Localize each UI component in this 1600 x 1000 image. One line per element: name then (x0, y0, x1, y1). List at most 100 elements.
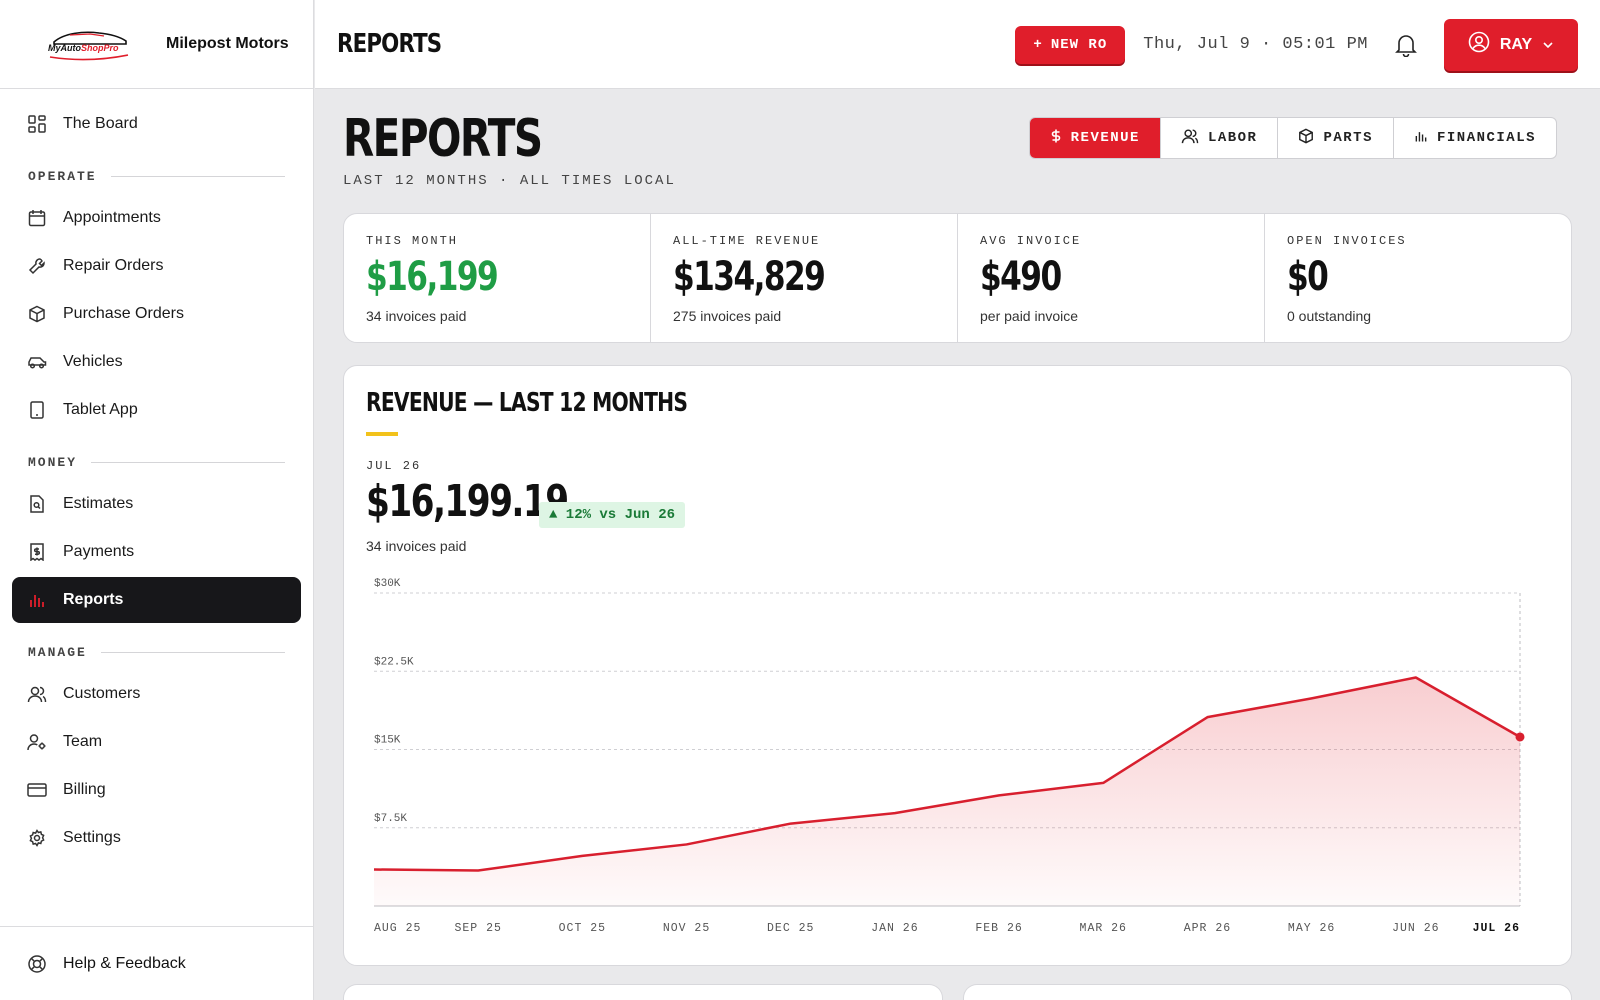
user-name: RAY (1499, 35, 1533, 53)
y-tick-label: $7.5K (374, 813, 407, 825)
kpi-open-invoices: OPEN INVOICES $0 0 outstanding (1264, 214, 1571, 342)
sidebar-item-label: Customers (63, 685, 141, 702)
sidebar-item-label: Tablet App (63, 401, 138, 418)
main-content: REPORTS LAST 12 MONTHS · ALL TIMES LOCAL… (315, 89, 1600, 1000)
app-logo[interactable]: MyAutoShopPro (44, 27, 132, 61)
datetime-display: Thu, Jul 9 · 05:01 PM (1143, 35, 1368, 54)
logo-text: MyAutoShopPro (48, 43, 119, 53)
sidebar-item-billing[interactable]: Billing (12, 767, 301, 813)
users-icon (1181, 128, 1199, 149)
x-tick-label: FEB 26 (975, 922, 1022, 935)
sidebar-item-label: Vehicles (63, 353, 123, 370)
x-tick-label: JAN 26 (871, 922, 918, 935)
delta-badge: ▲ 12% vs Jun 26 (539, 502, 686, 528)
y-tick-label: $30K (374, 578, 401, 590)
bar-chart-icon (27, 590, 47, 610)
sidebar-item-settings[interactable]: Settings (12, 815, 301, 861)
sidebar-item-purchase-orders[interactable]: Purchase Orders (12, 291, 301, 337)
kpi-this-month: THIS MONTH $16,199 34 invoices paid (344, 214, 650, 342)
kpi-label: THIS MONTH (366, 234, 459, 248)
tablet-icon (27, 400, 47, 420)
car-logo-icon (49, 31, 129, 61)
sidebar-item-label: Purchase Orders (63, 305, 184, 322)
sidebar-item-label: Settings (63, 829, 121, 846)
section-manage: MANAGE (28, 635, 285, 669)
sidebar-item-repair-orders[interactable]: Repair Orders (12, 243, 301, 289)
revenue-line (373, 676, 1521, 872)
tab-label: FINANCIALS (1436, 130, 1536, 146)
dollar-icon (1050, 128, 1062, 149)
sidebar-item-customers[interactable]: Customers (12, 671, 301, 717)
user-menu-button[interactable]: RAY (1444, 18, 1578, 71)
sidebar-item-reports[interactable]: Reports (12, 577, 301, 623)
new-ro-button[interactable]: + NEW RO (1015, 25, 1126, 64)
section-money: MONEY (28, 445, 285, 479)
sidebar-item-label: Estimates (63, 495, 134, 512)
revenue-area (374, 677, 1520, 906)
x-tick-label: MAR 26 (1080, 922, 1127, 935)
revenue-line-chart[interactable]: $7.5K $15K $22.5K $30K AUG 25 SEP 25 OCT 25 NO… (344, 566, 1573, 956)
box-icon (27, 304, 47, 324)
sidebar-nav: The Board OPERATE Appointments Repair Or… (0, 89, 313, 861)
help-feedback-link[interactable]: Help & Feedback (0, 926, 313, 1000)
tab-financials[interactable]: FINANCIALS (1392, 118, 1556, 158)
x-tick-label: DEC 25 (767, 922, 814, 935)
kpi-sub: 0 outstanding (1287, 308, 1372, 324)
car-icon (27, 352, 47, 372)
kpi-sub: 34 invoices paid (366, 308, 467, 324)
document-search-icon (27, 494, 47, 514)
kpi-sub: 275 invoices paid (673, 308, 782, 324)
sidebar-item-label: Team (63, 733, 103, 750)
tab-parts[interactable]: PARTS (1277, 118, 1393, 158)
revenue-chart-card: REVENUE — LAST 12 MONTHS JUL 26 $16,199.… (343, 365, 1572, 966)
users-icon (27, 684, 47, 704)
topbar-title: REPORTS (337, 29, 442, 59)
section-operate: OPERATE (28, 159, 285, 193)
receipt-dollar-icon (27, 542, 47, 562)
credit-card-icon (27, 780, 47, 800)
calendar-icon (27, 208, 47, 228)
kpi-label: OPEN INVOICES (1287, 234, 1407, 248)
shop-name: Milepost Motors (166, 35, 289, 52)
lifebuoy-icon (27, 954, 47, 974)
kpi-value: $490 (980, 254, 1062, 300)
x-tick-label: NOV 25 (663, 922, 710, 935)
sidebar-item-tablet-app[interactable]: Tablet App (12, 387, 301, 433)
notifications-bell-icon[interactable] (1392, 31, 1420, 59)
sidebar-item-label: Reports (63, 591, 124, 608)
tab-label: LABOR (1207, 130, 1258, 146)
kpi-all-time-revenue: ALL-TIME REVENUE $134,829 275 invoices p… (650, 214, 957, 342)
sidebar-item-appointments[interactable]: Appointments (12, 195, 301, 241)
user-circle-icon (1468, 31, 1490, 58)
plus-icon: + (1033, 36, 1043, 53)
report-tabs: REVENUE LABOR PARTS FINANCIALS (1028, 117, 1557, 159)
sidebar-item-label: Payments (63, 543, 135, 560)
grid-icon (27, 114, 47, 134)
sidebar-item-team[interactable]: Team (12, 719, 301, 765)
tab-revenue[interactable]: REVENUE (1029, 118, 1160, 158)
sidebar-item-payments[interactable]: Payments (12, 529, 301, 575)
gear-icon (27, 828, 47, 848)
page-subtitle: LAST 12 MONTHS · ALL TIMES LOCAL (343, 173, 676, 189)
topbar: REPORTS + NEW RO Thu, Jul 9 · 05:01 PM R… (315, 0, 1600, 89)
new-ro-label: NEW RO (1050, 36, 1108, 53)
sidebar-item-label: The Board (63, 115, 138, 132)
x-tick-label: JUN 26 (1392, 922, 1439, 935)
selected-revenue-value: $16,199.19 (366, 476, 569, 527)
tab-label: PARTS (1323, 130, 1373, 146)
x-tick-label: OCT 25 (559, 922, 606, 935)
wrench-icon (27, 256, 47, 276)
sidebar-item-estimates[interactable]: Estimates (12, 481, 301, 527)
kpi-label: ALL-TIME REVENUE (673, 234, 821, 248)
sidebar-item-vehicles[interactable]: Vehicles (12, 339, 301, 385)
sidebar-item-the-board[interactable]: The Board (12, 101, 301, 147)
kpi-avg-invoice: AVG INVOICE $490 per paid invoice (957, 214, 1264, 342)
tab-labor[interactable]: LABOR (1159, 118, 1278, 158)
kpi-value: $16,199 (366, 254, 499, 300)
kpi-value: $134,829 (673, 254, 826, 300)
highlighted-data-point[interactable] (1515, 732, 1525, 742)
kpi-sub: per paid invoice (980, 308, 1079, 324)
brand-header: MyAutoShopPro Milepost Motors (0, 0, 313, 89)
topbar-actions: + NEW RO Thu, Jul 9 · 05:01 PM RAY (1015, 0, 1578, 89)
sidebar: MyAutoShopPro Milepost Motors The Board … (0, 0, 314, 1000)
